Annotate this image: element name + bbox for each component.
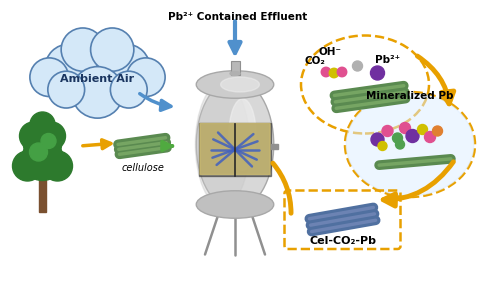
Circle shape bbox=[370, 66, 384, 80]
Circle shape bbox=[41, 133, 56, 148]
Text: Pb²⁺ Contained Effluent: Pb²⁺ Contained Effluent bbox=[168, 12, 307, 22]
Ellipse shape bbox=[346, 93, 474, 196]
Circle shape bbox=[20, 122, 48, 150]
Bar bbox=[39, 174, 46, 212]
Circle shape bbox=[72, 67, 124, 118]
Circle shape bbox=[352, 61, 362, 71]
Circle shape bbox=[30, 58, 68, 96]
Circle shape bbox=[30, 58, 68, 96]
Ellipse shape bbox=[220, 77, 260, 92]
FancyBboxPatch shape bbox=[200, 123, 270, 174]
Circle shape bbox=[102, 44, 150, 92]
Text: Ambient Air: Ambient Air bbox=[60, 75, 134, 84]
Ellipse shape bbox=[196, 83, 250, 206]
Circle shape bbox=[90, 28, 134, 71]
Ellipse shape bbox=[229, 99, 256, 170]
Circle shape bbox=[30, 143, 48, 161]
Bar bbox=[230, 61, 239, 75]
Ellipse shape bbox=[196, 79, 274, 210]
Circle shape bbox=[45, 44, 93, 92]
Circle shape bbox=[321, 67, 331, 77]
Circle shape bbox=[30, 112, 55, 137]
Ellipse shape bbox=[230, 71, 240, 75]
Circle shape bbox=[42, 151, 72, 181]
Circle shape bbox=[61, 28, 104, 71]
Circle shape bbox=[48, 71, 84, 108]
Circle shape bbox=[12, 151, 42, 181]
Circle shape bbox=[72, 67, 124, 118]
Circle shape bbox=[110, 71, 147, 108]
Text: Mineralized Pb: Mineralized Pb bbox=[366, 91, 454, 101]
Circle shape bbox=[400, 123, 410, 133]
Circle shape bbox=[378, 141, 387, 150]
Circle shape bbox=[110, 71, 147, 108]
Circle shape bbox=[392, 133, 402, 143]
Text: OH⁻: OH⁻ bbox=[318, 47, 342, 57]
Circle shape bbox=[126, 58, 165, 96]
Circle shape bbox=[102, 44, 150, 92]
Circle shape bbox=[382, 125, 393, 137]
Text: cellulose: cellulose bbox=[121, 163, 164, 173]
Text: CO₂: CO₂ bbox=[304, 56, 326, 66]
Circle shape bbox=[24, 125, 62, 164]
Text: Cel-CO₂-Pb: Cel-CO₂-Pb bbox=[309, 236, 376, 246]
Circle shape bbox=[406, 129, 419, 143]
Circle shape bbox=[371, 133, 384, 146]
Bar bbox=[199, 123, 271, 175]
Circle shape bbox=[45, 44, 93, 92]
Circle shape bbox=[418, 125, 428, 135]
Circle shape bbox=[61, 28, 104, 71]
Circle shape bbox=[396, 140, 404, 149]
Circle shape bbox=[38, 122, 66, 150]
Circle shape bbox=[22, 139, 64, 181]
Circle shape bbox=[126, 58, 165, 96]
Ellipse shape bbox=[196, 71, 274, 98]
Circle shape bbox=[424, 131, 436, 143]
Circle shape bbox=[48, 71, 84, 108]
Text: Pb²⁺: Pb²⁺ bbox=[375, 55, 400, 65]
Circle shape bbox=[432, 126, 442, 136]
Circle shape bbox=[64, 44, 130, 110]
Circle shape bbox=[90, 28, 134, 71]
Ellipse shape bbox=[196, 191, 274, 218]
Circle shape bbox=[329, 68, 339, 78]
Circle shape bbox=[64, 44, 130, 110]
Bar bbox=[271, 144, 278, 148]
Circle shape bbox=[337, 67, 347, 77]
